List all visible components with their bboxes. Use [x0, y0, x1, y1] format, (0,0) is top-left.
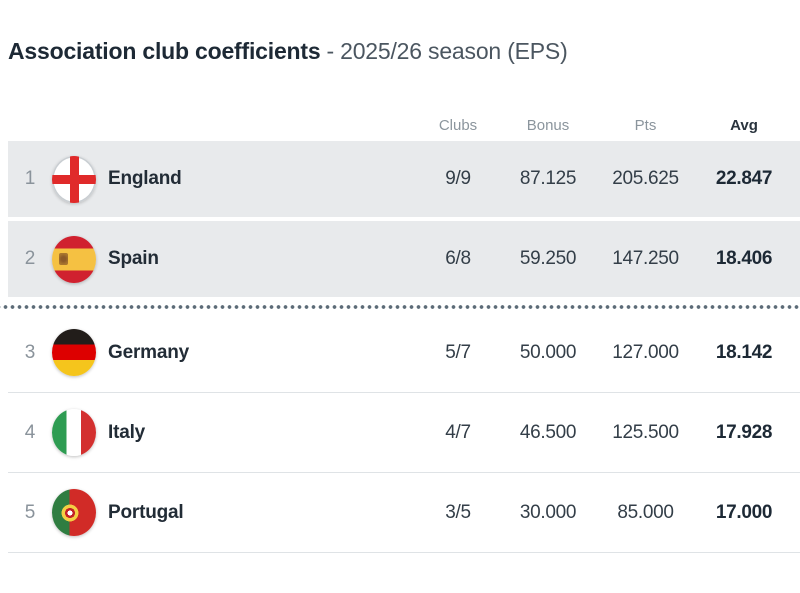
avg-value: 18.406 — [715, 248, 773, 269]
avg-value: 22.847 — [715, 168, 773, 189]
spain-flag-icon — [52, 235, 96, 283]
pts-value: 127.000 — [612, 341, 679, 363]
country-name: England — [108, 168, 182, 189]
rank-label: 3 — [24, 341, 36, 363]
bonus-value: 87.125 — [519, 168, 577, 189]
table-row[interactable]: 4 Italy 4/7 46.500 125.500 17.928 — [8, 393, 800, 473]
table-row[interactable]: 2 Spain 6/8 59.250 147.250 18.406 — [8, 221, 800, 301]
england-flag-icon — [52, 155, 96, 203]
coefficients-page: Association club coefficients - 2025/26 s… — [0, 38, 800, 553]
page-title-main: Association club coefficients — [8, 38, 321, 64]
qualification-cutoff-separator — [0, 301, 800, 313]
pts-value: 205.625 — [612, 168, 679, 189]
team-cell: Spain — [52, 235, 413, 283]
bonus-value: 30.000 — [519, 501, 577, 523]
column-header-avg: Avg — [730, 117, 758, 134]
page-title: Association club coefficients - 2025/26 s… — [8, 38, 800, 65]
portugal-flag-icon — [52, 489, 96, 536]
table-row[interactable]: 5 Portugal 3/5 30.000 85.000 17.000 — [8, 473, 800, 553]
rank-label: 2 — [24, 248, 36, 269]
column-header-bonus: Bonus — [526, 117, 570, 134]
table-row[interactable]: 1 England 9/9 87.125 205.625 22.847 — [8, 141, 800, 221]
clubs-value: 3/5 — [445, 501, 471, 523]
country-name: Italy — [108, 421, 146, 443]
table-body: 1 England 9/9 87.125 205.625 22.847 2 Sp… — [0, 141, 800, 553]
italy-flag-icon — [52, 409, 96, 456]
country-name: Portugal — [108, 501, 184, 523]
clubs-value: 5/7 — [445, 341, 471, 363]
pts-value: 125.500 — [612, 421, 679, 443]
clubs-value: 9/9 — [445, 168, 471, 189]
table-header-row: Clubs Bonus Pts Avg — [8, 105, 800, 141]
avg-value: 17.000 — [715, 501, 773, 523]
pts-value: 147.250 — [612, 248, 679, 269]
bonus-value: 46.500 — [519, 421, 577, 443]
pts-value: 85.000 — [617, 501, 674, 523]
avg-value: 17.928 — [715, 421, 773, 443]
rank-label: 5 — [24, 501, 36, 523]
clubs-value: 6/8 — [445, 248, 471, 269]
clubs-value: 4/7 — [445, 421, 471, 443]
country-name: Spain — [108, 248, 159, 269]
bonus-value: 50.000 — [519, 341, 577, 363]
coefficients-table: Clubs Bonus Pts Avg 1 England 9/9 87.125… — [0, 105, 800, 553]
column-header-clubs: Clubs — [438, 117, 478, 134]
team-cell: Germany — [52, 329, 413, 376]
page-title-sub: - 2025/26 season (EPS) — [326, 38, 568, 64]
team-cell: Italy — [52, 409, 413, 456]
bonus-value: 59.250 — [519, 248, 577, 269]
team-cell: England — [52, 155, 413, 203]
rank-label: 4 — [24, 421, 36, 443]
avg-value: 18.142 — [715, 341, 773, 363]
country-name: Germany — [108, 341, 189, 363]
germany-flag-icon — [52, 329, 96, 376]
column-header-pts: Pts — [634, 117, 657, 134]
table-row[interactable]: 3 Germany 5/7 50.000 127.000 18.142 — [8, 313, 800, 393]
team-cell: Portugal — [52, 489, 413, 536]
rank-label: 1 — [24, 168, 36, 189]
